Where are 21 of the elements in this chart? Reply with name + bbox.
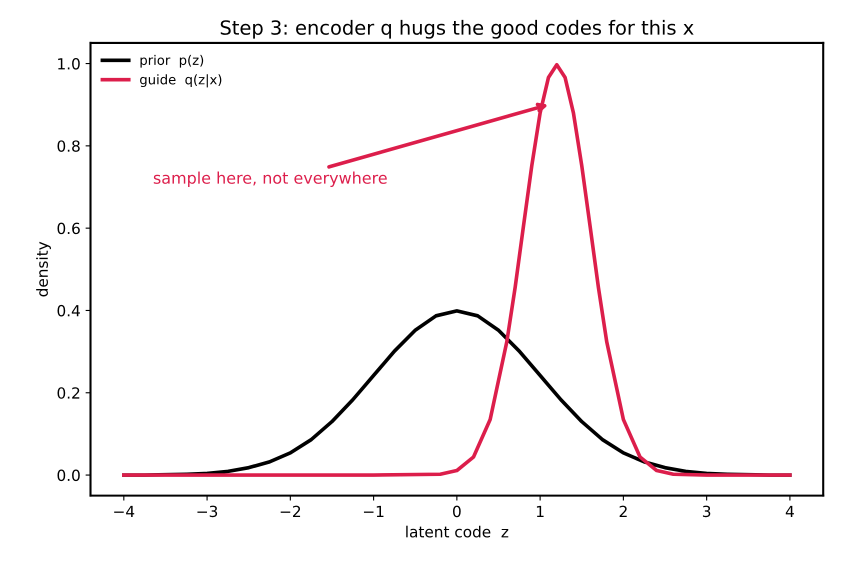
x-tick-label: −1 — [364, 506, 384, 517]
y-tick-label: 0.6 — [58, 222, 80, 234]
x-tick-label: 3 — [702, 506, 710, 518]
y-tick-label: 0.8 — [58, 140, 80, 152]
x-tick-label: 2 — [620, 506, 627, 517]
chart-title: Step 3: encoder q hugs the good codes for this x — [220, 20, 694, 39]
annotation: sample here, not everywhere — [154, 172, 387, 188]
legend-label: prior p(z) — [140, 54, 204, 68]
legend-label: guide q(z|x) — [140, 74, 222, 88]
x-tick-label: 1 — [536, 506, 544, 517]
x-axis-title: latent code z — [406, 526, 508, 538]
y-tick-label: 0.0 — [58, 470, 80, 482]
x-tick-label: 4 — [786, 506, 794, 517]
x-tick-label: −3 — [197, 506, 218, 518]
x-tick-label: −4 — [114, 506, 134, 517]
y-tick-label: 0.4 — [58, 304, 80, 316]
x-tick-label: −2 — [280, 506, 300, 517]
y-axis-title: density — [36, 242, 51, 296]
y-tick-label: 1.0 — [58, 58, 80, 70]
x-tick-label: 0 — [453, 506, 461, 518]
y-tick-label: 0.2 — [58, 387, 80, 399]
